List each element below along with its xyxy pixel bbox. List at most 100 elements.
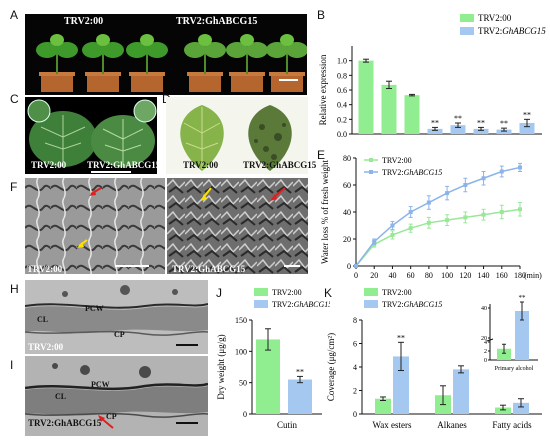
y-tick-label: 0.2 [337,115,347,124]
y-tick-label: 100 [235,347,247,356]
plant-leaf [50,34,64,46]
panel-label-c: C [10,92,19,106]
bar [404,95,420,134]
y-tick-label: 0.4 [337,101,347,110]
chart-e-water-loss: 0 20 40 60 80 Water loss % of fresh weight 0 20… [320,154,542,280]
y-axis-label: Dry weight (μg/g) [216,334,226,399]
plant-pot [41,74,73,92]
tem-h-pcw: PCW [85,304,104,313]
inset-y-tick-label: 2 [484,349,487,355]
caption-d-right: TRV2:GhABCG15 [243,160,317,170]
x-tick-label: 120 [459,271,471,280]
legend-label: TRV2:GhABCG15 [478,26,546,36]
data-point [426,200,431,205]
data-point [499,210,504,214]
legend-label: TRV2:00 [478,13,512,23]
panel-label-b: B [317,8,326,22]
tem-h-cp: CP [114,330,125,339]
photo-f-sem [25,178,165,274]
photo-c-leaves [25,97,157,174]
data-point [372,239,377,244]
x-tick-label: 140 [478,271,490,280]
significance-mark: ** [296,367,304,376]
legend-label: TRV2:GhABCG15 [272,300,330,309]
x-axis-label: (min) [524,271,542,280]
plant-pot [231,74,263,92]
legend-swatch [254,288,268,296]
bar [495,407,511,414]
photo-h-tem [25,280,208,354]
y-tick-label: 0 [353,410,357,419]
legend-label: TRV2:GhABCG15 [382,168,442,177]
bar [496,129,512,134]
bar [473,128,489,134]
caption-d-left: TRV2:00 [183,160,219,170]
series-line [355,208,521,267]
plant-leaf [266,42,288,58]
plant-leaf [140,34,154,46]
legend-label: TRV2:00 [382,288,412,297]
plant-pot [87,74,119,92]
y-tick-label: 6 [353,340,357,349]
inset-y-tick-label: 20 [481,336,487,342]
inset-bar [497,348,511,360]
y-axis-label: Relative expression [318,54,328,125]
inset-y-tick-label: 0 [484,358,487,364]
series-line [355,166,521,267]
plant-leaf [102,42,124,58]
significance-mark: ** [477,118,485,127]
panel-label-k: K [324,286,333,300]
plant-leaf [146,42,168,58]
caption-c-left: TRV2:00 [31,160,67,170]
y-tick-label: 40 [343,208,351,217]
data-point [426,220,431,225]
inset-significance-mark: ** [519,294,527,302]
bar [427,128,443,134]
scale-bar-a [279,79,298,81]
legend-marker [369,170,373,174]
plant-pot [271,74,303,92]
bar [375,398,391,414]
y-tick-label: 150 [235,316,247,325]
plant-leaf [240,34,254,46]
caption-c-right: TRV2:GhABCG15 [87,160,161,170]
data-point [408,210,413,214]
bar [453,369,469,414]
caption-i: TRV2:GhABCG15 [28,418,102,428]
plant-leaf [286,42,307,58]
legend-label: TRV2:00 [272,288,302,297]
inset-y-tick-label: 40 [481,306,487,312]
legend-swatch [460,14,474,22]
data-point [499,169,504,174]
plants-illustration [36,34,307,92]
x-tick-label: 180 [514,271,526,280]
x-category-label: Cutin [277,420,298,430]
plant-pot [189,74,221,92]
tem-i-pcw: PCW [91,380,110,389]
caption-a-left: TRV2:00 [64,16,104,27]
plant-pot [131,74,163,92]
x-category-label: Wax esters [372,420,412,430]
photo-a-plants [25,14,307,95]
tem-i-cp: CP [106,412,117,421]
scale-bar-h [176,344,198,346]
data-point [463,183,468,187]
caption-f: TRV2:00 [27,264,63,274]
chart-b-relative-expression: 0.0 0.2 0.4 0.6 0.8 1.0 Relative expression TRV… [318,13,546,139]
y-tick-label: 8 [353,316,357,325]
y-axis-label: Water loss % of fresh weight [320,160,330,264]
tem-h-cl: CL [37,315,49,324]
panel-label-h: H [10,282,19,296]
significance-mark: ** [454,114,462,123]
bar [381,84,397,134]
y-tick-label: 0 [347,262,351,271]
legend-swatch [460,27,474,35]
inset-y-tick-label: 4 [484,340,487,346]
y-tick-label: 0.6 [337,86,347,95]
bar [513,402,529,414]
data-point [463,215,468,220]
plant-leaf [96,34,110,46]
y-tick-label: 50 [239,379,247,388]
chart-k-wax-coverage: 0 2 4 6 8 Coverage (μg/cm²) TRV2:00 TRV2:GhABCG… [326,288,542,430]
data-point [445,218,450,223]
